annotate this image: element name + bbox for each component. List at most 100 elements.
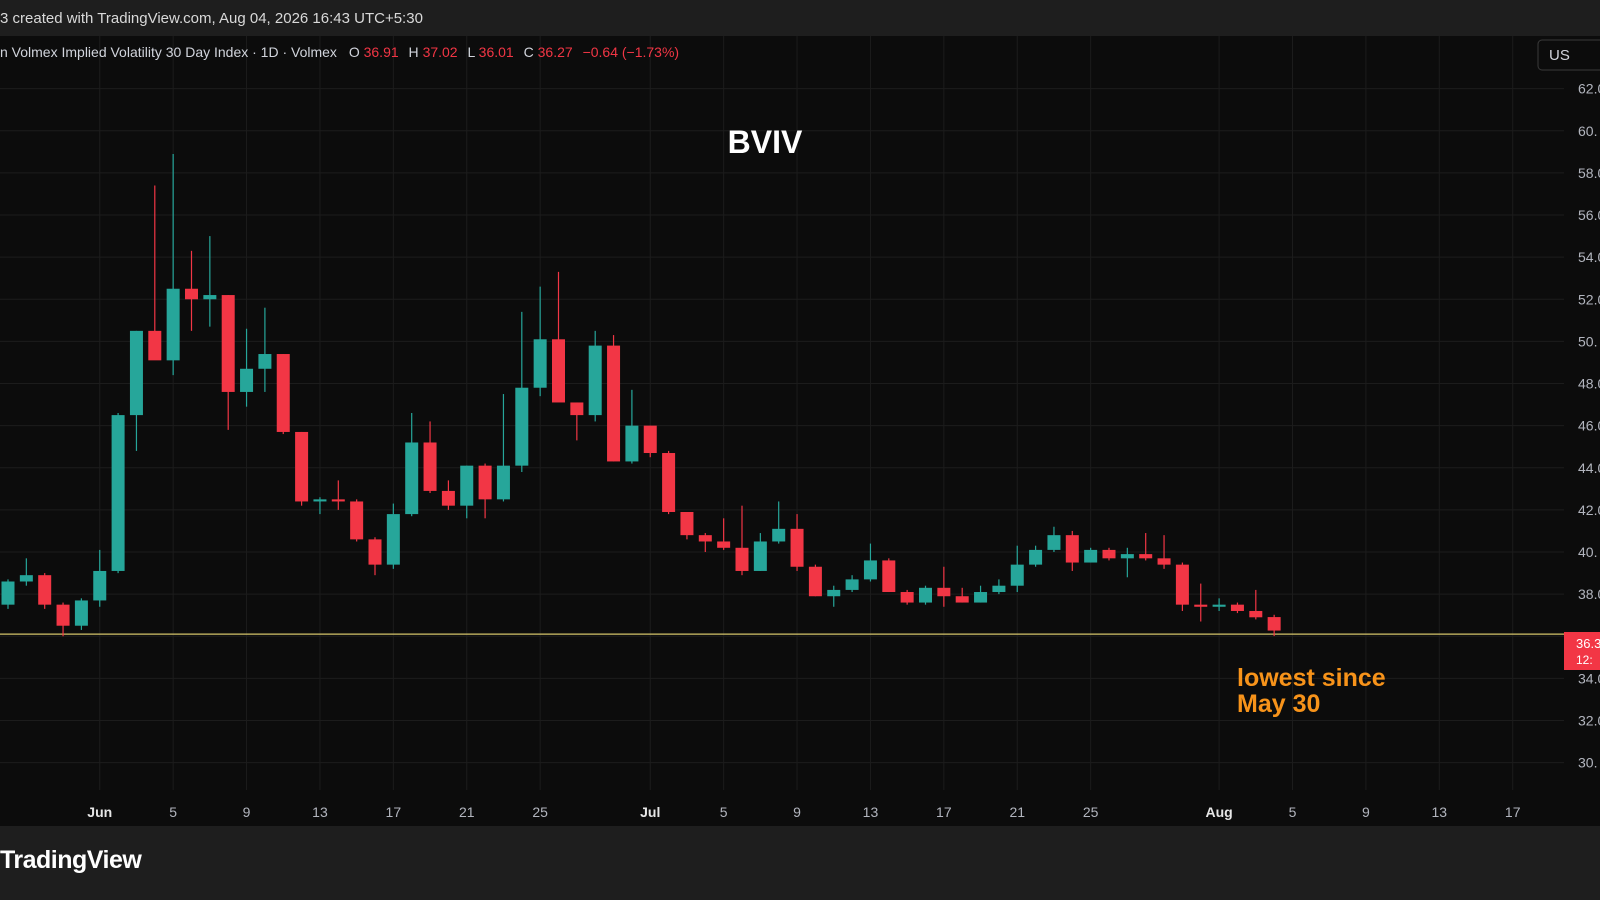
low-label: L (468, 44, 476, 60)
candle-body (937, 587, 951, 597)
x-tick-label: Jul (640, 804, 660, 820)
candle-body (148, 330, 162, 361)
candle-body (753, 541, 767, 571)
candle-body (56, 604, 70, 626)
candle-body (240, 368, 254, 392)
y-tick-label: 42.0 (1578, 502, 1600, 518)
candle (919, 585, 932, 605)
candle-body (368, 539, 382, 565)
chart-title: BVIV (728, 124, 803, 160)
candle (955, 587, 969, 603)
candle-body (1139, 554, 1153, 559)
x-tick-label: Jun (87, 804, 112, 820)
candle-body (698, 535, 712, 542)
candle-body (478, 465, 492, 500)
candles-group (1, 153, 1281, 637)
x-tick-label: 9 (793, 804, 801, 820)
candle (625, 389, 639, 464)
currency-button[interactable]: US (1537, 39, 1600, 71)
high-value: 37.02 (423, 44, 458, 60)
candle-body (313, 499, 327, 502)
candle-body (93, 570, 107, 601)
candle (607, 335, 621, 462)
y-tick-label: 54.0 (1578, 249, 1600, 265)
candle-body (129, 330, 143, 416)
y-tick-label: 60. (1578, 123, 1597, 139)
candle-body (1249, 610, 1263, 618)
candle-body (882, 560, 896, 593)
x-axis: Jun 5 9 13 17 21 25 Jul 5 9 13 17 21 25 Aug 5 9 13 17 (87, 804, 1520, 820)
candlestick-chart[interactable]: n Volmex Implied Volatility 30 Day Index… (0, 36, 1600, 826)
candle-body (772, 528, 786, 542)
candle (1120, 547, 1134, 578)
candle (882, 558, 896, 593)
candle (441, 480, 455, 510)
y-tick-label: 32.0 (1578, 712, 1600, 728)
candle-body (845, 579, 859, 590)
candle-body (276, 354, 290, 432)
candle (111, 413, 125, 574)
candle-body (386, 514, 400, 565)
candle (478, 463, 492, 519)
candle (1047, 526, 1061, 553)
candle-body (607, 345, 621, 462)
candle (845, 575, 859, 593)
candle (1102, 547, 1116, 561)
x-tick-label: 5 (169, 804, 177, 820)
candle (313, 497, 327, 515)
candle-body (441, 490, 455, 506)
y-axis: 30. 32.0 34.0 38.0 40. 42.0 44.0 46.0 48.0 50. 52.… (1578, 81, 1600, 771)
close-label: C (524, 44, 534, 60)
top-bar: 3 created with TradingView.com, Aug 04, … (0, 0, 1600, 36)
candle-body (166, 288, 180, 361)
candle-body (1047, 535, 1061, 550)
candle-body (221, 295, 235, 392)
candle (533, 286, 547, 397)
candle-body (717, 541, 731, 548)
x-tick-label: 21 (1009, 804, 1025, 820)
candle (1065, 530, 1079, 571)
candle-body (570, 402, 584, 416)
candle-body (662, 453, 676, 512)
candle (643, 425, 657, 458)
candle-body (423, 442, 437, 491)
candle (735, 505, 749, 576)
tradingview-logo: TradingView (0, 846, 142, 874)
y-tick-label: 38.0 (1578, 586, 1600, 602)
change-value: −0.64 (−1.73%) (583, 44, 680, 60)
y-tick-label: 62.0 (1578, 81, 1600, 97)
candle (790, 514, 804, 571)
symbol-description: n Volmex Implied Volatility 30 Day Index… (0, 44, 337, 60)
candle-body (827, 589, 841, 597)
candle-body (992, 585, 1006, 593)
x-tick-label: 21 (459, 804, 475, 820)
candle (1010, 545, 1024, 593)
bottom-bar: TradingView (0, 826, 1600, 900)
candle-body (1157, 558, 1171, 565)
candle (515, 311, 529, 472)
candle (148, 185, 162, 361)
candle (1194, 583, 1208, 622)
candle-body (588, 345, 602, 416)
candle-body (1267, 617, 1281, 631)
candle (295, 431, 309, 506)
candle (900, 589, 914, 605)
y-tick-label: 58.0 (1578, 165, 1600, 181)
x-tick-label: 5 (1289, 804, 1297, 820)
x-tick-label: 13 (1432, 804, 1448, 820)
candle (423, 421, 437, 494)
open-value: 36.91 (364, 44, 399, 60)
candle-body (625, 425, 639, 462)
candle (221, 295, 235, 430)
candle-body (74, 600, 88, 626)
candle-body (1102, 549, 1116, 559)
candle-body (111, 415, 125, 571)
candle-body (1120, 554, 1134, 559)
candle (1230, 602, 1244, 614)
candle-body (405, 442, 419, 515)
candle-body (1175, 564, 1189, 605)
x-tick-label: 9 (1362, 804, 1370, 820)
candle (662, 450, 676, 515)
candle-body (1230, 604, 1244, 611)
x-tick-label: 5 (720, 804, 728, 820)
